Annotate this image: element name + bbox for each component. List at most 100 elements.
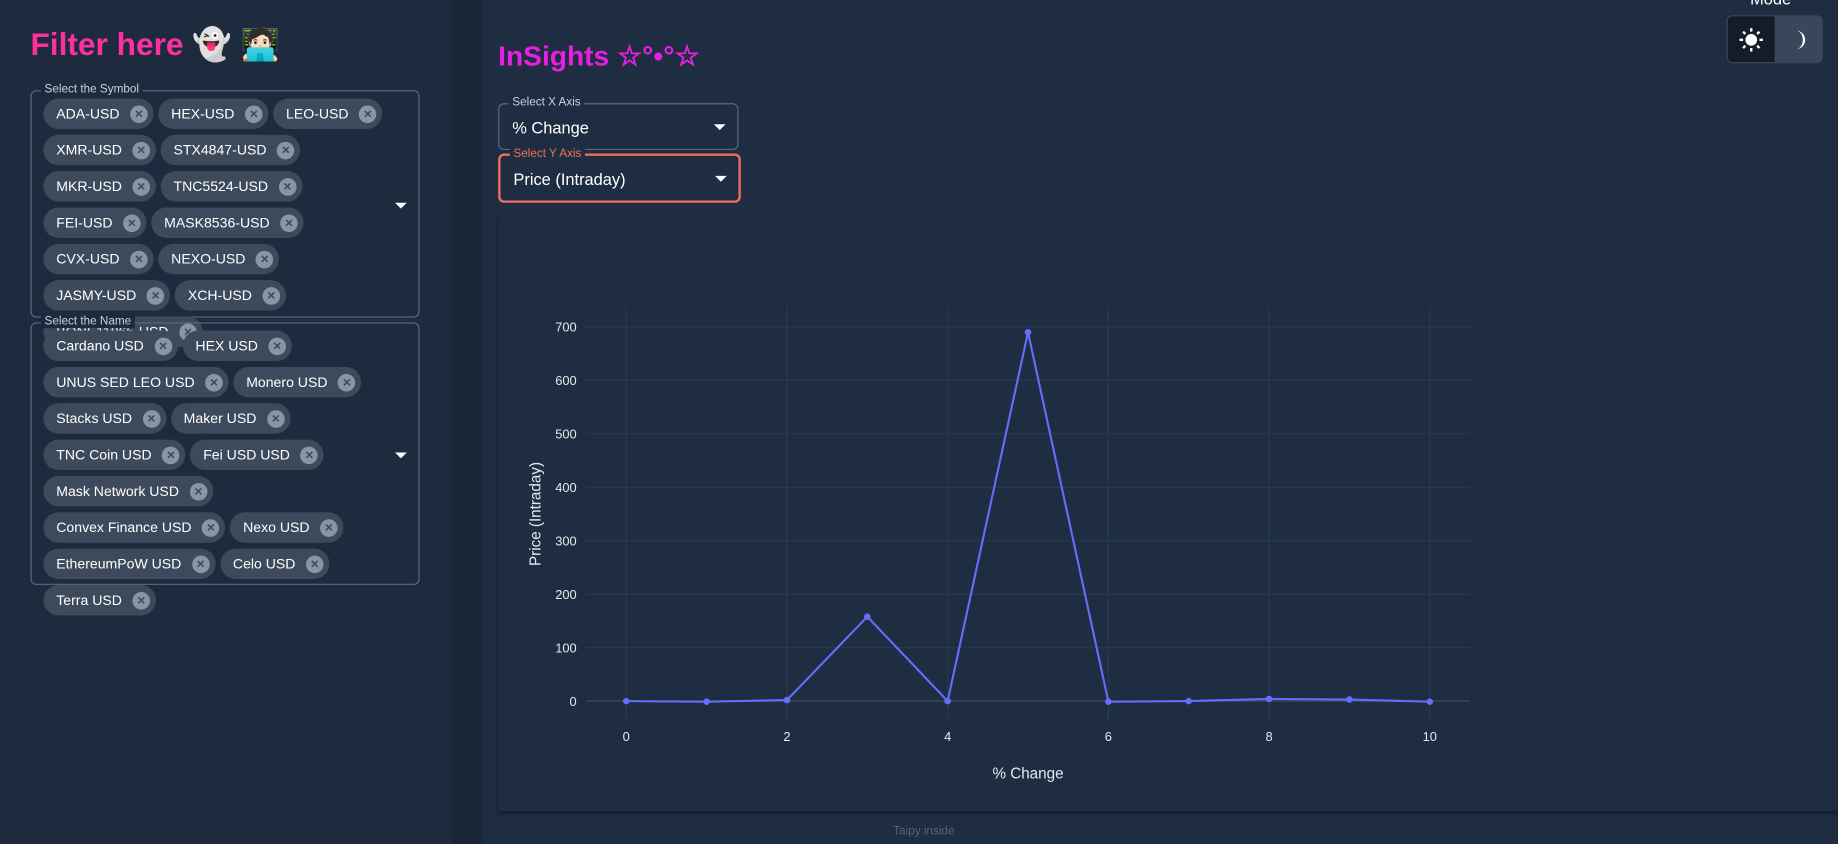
main-title: InSights ☆°•°☆ (498, 41, 700, 73)
chip-remove[interactable]: × (191, 555, 210, 573)
chip: LEO-USD × (273, 98, 383, 129)
x-tick-label: 4 (944, 729, 951, 744)
dropdown-arrow[interactable] (395, 452, 407, 459)
point (783, 696, 791, 704)
chip-remove[interactable]: × (154, 337, 172, 355)
symbol-select[interactable]: Select the Symbol ADA-USD × HEX-USD × LEO-US… (30, 83, 420, 347)
moon-icon (1795, 29, 1806, 49)
sidebar-title: Filter here 👻 🧑🏻‍💻 (30, 26, 280, 63)
name-select[interactable]: Select the Name Cardano USD × HEX USD × UNUS… (30, 315, 420, 616)
chip-remove[interactable]: × (162, 446, 180, 464)
chip-remove[interactable]: × (306, 555, 324, 573)
chip-remove[interactable]: × (189, 482, 208, 500)
point (1024, 328, 1032, 336)
chip-text: MKR-USD (56, 178, 122, 195)
y-tick-label: 0 (570, 694, 577, 709)
chip-remove[interactable]: × (262, 286, 281, 305)
y-select-label: Select Y Axis (509, 147, 585, 161)
chip-text: Stacks USD (56, 410, 133, 427)
symbol-label: Select the Symbol (41, 83, 143, 97)
chip-remove[interactable]: × (130, 104, 148, 123)
x-tick-label: 0 (623, 729, 630, 744)
chip: Mask Network USD × (43, 475, 213, 507)
chip: Convex Finance USD × (43, 512, 226, 543)
y-axis-title: Price (Intraday) (527, 462, 544, 566)
chip-text: Maker USD (183, 410, 257, 427)
x-select-label: Select X Axis (508, 96, 585, 110)
y-select-value: Price (Intraday) (513, 169, 626, 189)
x-axis-select[interactable]: Select X Axis % Change (498, 96, 739, 151)
chip-remove[interactable]: × (132, 591, 151, 609)
chip-remove[interactable]: × (359, 104, 377, 123)
dark-button[interactable] (1774, 16, 1822, 63)
x-tick-label: 6 (1105, 729, 1112, 744)
chip-remove[interactable]: × (146, 286, 165, 305)
chip: HEX-USD × (158, 98, 269, 129)
y-tick-label: 100 (555, 640, 576, 655)
chip: ADA-USD × (43, 98, 154, 129)
chip-remove[interactable]: × (266, 409, 285, 428)
chip: Celo USD × (220, 548, 330, 580)
chip-remove[interactable]: × (320, 518, 338, 537)
point (1105, 698, 1112, 705)
chip: EthereumPoW USD × (43, 548, 216, 580)
x-tick-label: 2 (783, 729, 790, 744)
chip: STX4847-USD × (160, 134, 301, 166)
chip-remove[interactable]: × (142, 409, 161, 428)
dropdown-arrow (715, 175, 727, 182)
chip-list: ADA-USD × HEX-USD × LEO-USD × XMR-USD × STX4847-… (32, 91, 419, 351)
chip: Nexo USD × (230, 512, 344, 543)
chip-remove[interactable]: × (277, 141, 295, 159)
line (626, 332, 1430, 704)
point (622, 697, 630, 705)
chip-text: NEXO-USD (171, 250, 246, 268)
chip-remove[interactable]: × (205, 373, 223, 391)
chip: UNUS SED LEO USD × (43, 366, 229, 398)
point (1185, 697, 1192, 705)
chip-remove[interactable]: × (338, 373, 356, 391)
chip-remove[interactable]: × (132, 177, 151, 196)
chip-remove[interactable]: × (130, 250, 148, 268)
chart-card: 0 100 200 300 400 500 600 700 0 2 4 6 8 10 % Change Pri… (498, 216, 1838, 812)
chart: 0 100 200 300 400 500 600 700 0 2 4 6 8 10 % Change Pri… (527, 307, 1470, 782)
y-axis-select[interactable]: Select Y Axis Price (Intraday) (498, 147, 741, 203)
chip-remove[interactable]: × (255, 250, 274, 268)
chip-text: Mask Network USD (56, 482, 179, 500)
chip: MASK8536-USD × (151, 207, 304, 238)
chip-remove[interactable]: × (300, 446, 319, 464)
chip-text: TNC Coin USD (56, 446, 152, 464)
chip-remove[interactable]: × (245, 104, 263, 123)
chip-text: STX4847-USD (173, 141, 267, 159)
chip-text: ADA-USD (56, 105, 120, 122)
chip: Cardano USD × (43, 330, 178, 362)
chip-text: Monero USD (246, 373, 328, 391)
x-axis-title: % Change (992, 765, 1063, 782)
chip-text: FEI-USD (56, 214, 113, 231)
chip-text: LEO-USD (286, 105, 349, 122)
chip-remove[interactable]: × (123, 213, 141, 232)
chip-remove[interactable]: × (268, 337, 287, 355)
point (1265, 695, 1273, 703)
chip-text: UNUS SED LEO USD (56, 373, 195, 391)
chip: TNC Coin USD × (43, 439, 186, 471)
chip-remove[interactable]: × (280, 213, 298, 232)
chip: FEI-USD × (43, 207, 147, 238)
chip: MKR-USD × (43, 171, 156, 202)
footer: Taipy inside (893, 825, 955, 839)
chip-text: TNC5524-USD (173, 178, 269, 195)
chip-remove[interactable]: × (278, 177, 297, 196)
point (1346, 696, 1353, 703)
chip-remove[interactable]: × (202, 518, 220, 537)
chip: JASMY-USD × (43, 280, 171, 311)
chip-remove[interactable]: × (132, 141, 151, 159)
y-tick-label: 600 (555, 373, 576, 388)
dropdown-arrow[interactable] (395, 202, 407, 209)
chip-text: EthereumPoW USD (56, 555, 182, 573)
light-button[interactable] (1727, 16, 1775, 63)
chip: HEX USD × (182, 330, 292, 362)
y-tick-label: 400 (555, 480, 576, 495)
chip: Monero USD × (233, 366, 362, 398)
chip: XCH-USD × (174, 280, 286, 311)
point (1426, 698, 1434, 705)
